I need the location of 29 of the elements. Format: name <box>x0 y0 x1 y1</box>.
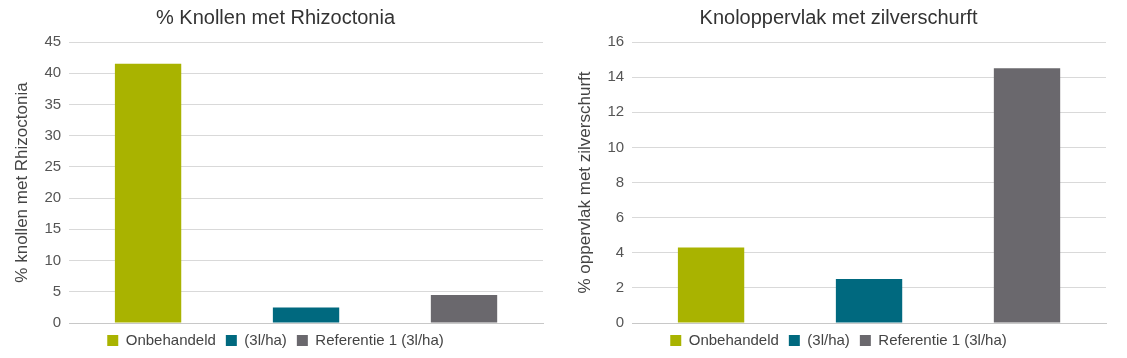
y-tick-label: 14 <box>607 67 625 85</box>
y-tick-label: 6 <box>615 207 625 225</box>
legend-label: (3l/ha) <box>807 330 850 348</box>
y-tick-label: 45 <box>44 32 62 50</box>
chart-title: Knoloppervlak met zilverschurft <box>699 5 978 28</box>
chart-title: % Knollen met Rhizoctonia <box>155 5 396 28</box>
y-tick-label: 20 <box>44 188 62 206</box>
y-tick-label: 8 <box>615 172 625 190</box>
legend-label: Referentie 1 (3l/ha) <box>315 330 444 348</box>
y-tick-label: 5 <box>52 281 62 299</box>
y-tick-label: 2 <box>615 278 625 296</box>
legend-label: Referentie 1 (3l/ha) <box>878 330 1007 348</box>
y-tick-label: 10 <box>607 137 625 155</box>
legend-label: (3l/ha) <box>244 330 287 348</box>
y-tick-label: 40 <box>44 63 62 81</box>
y-tick-label: 16 <box>607 32 625 50</box>
y-axis-title: % knollen met Rhizoctonia <box>11 81 31 283</box>
y-tick-label: 10 <box>44 250 62 268</box>
y-tick-label: 15 <box>44 219 62 237</box>
legend-label: Onbehandeld <box>688 330 779 348</box>
y-tick-label: 35 <box>44 94 62 112</box>
y-tick-label: 4 <box>615 242 625 260</box>
y-tick-label: 0 <box>615 313 625 331</box>
legend-label: Onbehandeld <box>125 330 216 348</box>
y-tick-label: 30 <box>44 125 62 143</box>
y-tick-label: 25 <box>44 157 62 175</box>
y-axis-title: % oppervlak met zilverschurft <box>574 71 594 294</box>
y-tick-label: 12 <box>607 102 625 120</box>
y-tick-label: 0 <box>52 313 62 331</box>
